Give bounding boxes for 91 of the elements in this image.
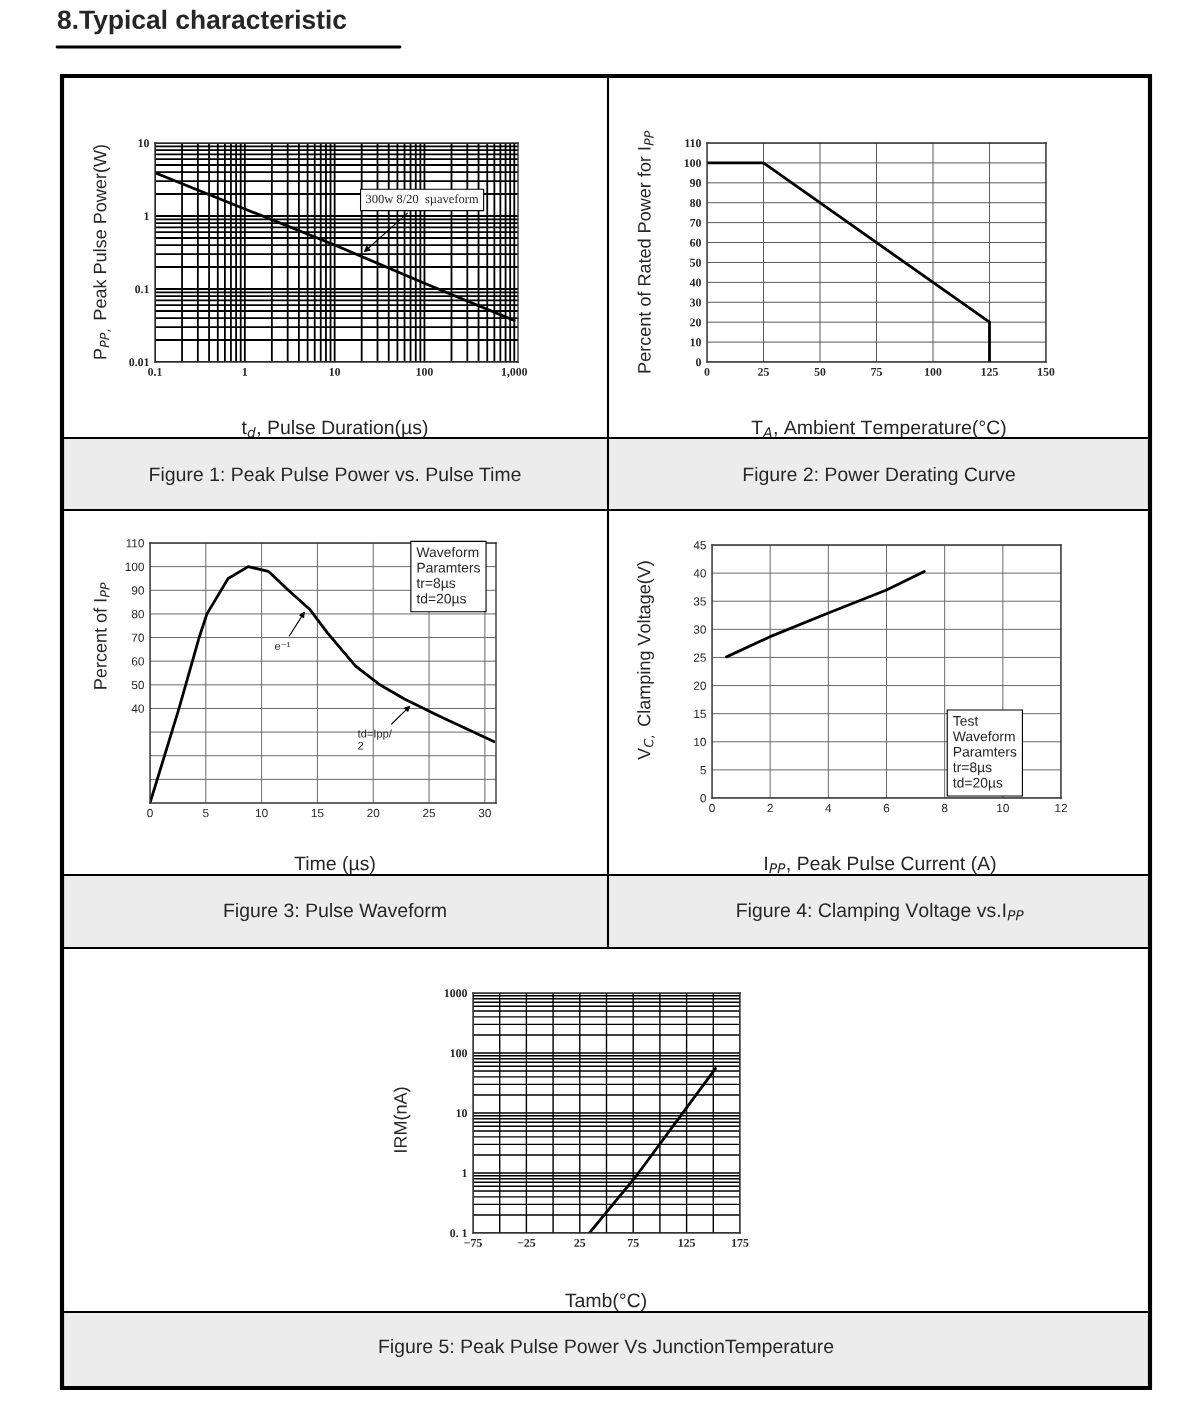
- text: Figure 5: Peak Pulse Power Vs JunctionTemperature: [379, 1338, 834, 1358]
- y-axis-title: IRM(nA): [393, 1087, 411, 1152]
- x-tick-label: 150: [1038, 367, 1055, 376]
- x-tick-label: 25: [758, 367, 769, 376]
- x-tick-label: 8: [941, 803, 948, 813]
- x-tick-label: 100: [925, 367, 942, 376]
- y-tick-label: 50: [131, 680, 144, 690]
- y-tick-label: 45: [693, 541, 706, 550]
- y-tick-label: 100: [450, 1049, 467, 1058]
- y-axis-title: Percent of I$_{PP}$: [93, 582, 110, 689]
- x-tick-label: 6: [883, 803, 890, 813]
- annotation: td=Ipp/ 2: [357, 729, 392, 750]
- y-tick-label: 10: [694, 737, 706, 747]
- x-tick-label: 1: [242, 367, 248, 376]
- y-tick-label: 0: [700, 794, 706, 803]
- y-tick-label: 0.1: [135, 285, 149, 294]
- text: 8.Typical characteristic: [57, 9, 347, 35]
- text: Figure 4: Clamping Voltage vs.I$_{PP}$: [737, 902, 1024, 921]
- text: Figure 1: Peak Pulse Power vs. Pulse Time: [150, 466, 521, 486]
- y-tick-label: 10: [690, 338, 701, 347]
- y-tick-label: 0. 1: [450, 1229, 467, 1238]
- x-tick-label: 2: [767, 803, 773, 813]
- line-series: [725, 570, 926, 659]
- x-tick-label: 175: [732, 1238, 749, 1247]
- x-tick-label: 25: [423, 808, 436, 818]
- y-tick-label: 80: [131, 609, 144, 619]
- x-tick-label: 75: [871, 368, 882, 376]
- y-tick-label: 1000: [444, 989, 467, 998]
- x-axis-title: I$_{PP}$, Peak Pulse Current (A): [765, 856, 996, 875]
- y-tick-label: 60: [131, 657, 144, 666]
- y-tick-label: 20: [693, 681, 706, 690]
- y-tick-label: 35: [693, 597, 706, 606]
- text: Figure 2: Power Derating Curve: [743, 466, 1015, 486]
- y-axis-title: Percent of Rated Power for I$_{PP}$: [637, 130, 654, 373]
- y-tick-label: 5: [700, 766, 706, 775]
- x-tick-label: 20: [367, 808, 380, 818]
- x-tick-label: 0: [709, 803, 715, 813]
- y-axis-title: P$_{PP,}$ Peak Pulse Power(W): [93, 145, 111, 359]
- annotation: e⁻¹: [275, 642, 291, 650]
- x-tick-label: 25: [574, 1238, 586, 1247]
- x-tick-label: 125: [981, 367, 998, 376]
- y-tick-label: 10: [456, 1109, 467, 1118]
- x-tick-label: 15: [311, 808, 324, 818]
- y-tick-label: 90: [689, 179, 701, 188]
- x-tick-label: 10: [329, 367, 341, 376]
- y-tick-label: 40: [693, 569, 706, 578]
- y-tick-label: 80: [690, 198, 701, 207]
- y-tick-label: 70: [690, 218, 701, 227]
- y-tick-label: 1: [144, 212, 149, 221]
- x-tick-label: 1,000: [501, 367, 528, 378]
- y-tick-label: 0.01: [129, 358, 149, 367]
- annotation: Waveform Paramters tr=8µs td=20µs: [416, 546, 480, 607]
- text: Figure 3: Pulse Waveform: [224, 902, 446, 922]
- y-tick-label: 15: [694, 709, 706, 719]
- y-tick-label: 30: [693, 625, 706, 634]
- y-tick-label: 70: [131, 633, 144, 642]
- x-tick-label: 75: [627, 1239, 639, 1247]
- y-tick-label: 25: [693, 653, 706, 662]
- annotation: Test Waveform Paramters tr=8µs td=20µs: [952, 716, 1017, 791]
- y-tick-label: 1: [462, 1169, 467, 1178]
- y-tick-label: 10: [138, 139, 149, 148]
- annotation: 300w 8/20 sµaveform: [366, 194, 479, 206]
- x-tick-label: 50: [814, 367, 826, 376]
- x-axis-title: t$_{d}$, Pulse Duration(µs): [241, 420, 428, 439]
- x-tick-label: 10: [255, 808, 268, 818]
- x-tick-label: −75: [464, 1239, 482, 1247]
- x-tick-label: 12: [1055, 803, 1067, 813]
- x-tick-label: −25: [517, 1238, 536, 1247]
- x-tick-label: 10: [997, 803, 1009, 813]
- y-tick-label: 20: [690, 318, 701, 327]
- x-tick-label: 4: [825, 803, 832, 813]
- x-tick-label: 0.1: [148, 367, 162, 376]
- x-tick-label: 100: [416, 367, 433, 376]
- x-tick-label: 5: [203, 808, 209, 818]
- y-tick-label: 0: [695, 358, 701, 367]
- y-tick-label: 100: [125, 562, 144, 572]
- y-tick-label: 30: [690, 298, 701, 307]
- y-tick-label: 110: [685, 139, 701, 148]
- y-tick-label: 60: [690, 238, 701, 247]
- y-tick-label: 40: [689, 278, 701, 287]
- y-tick-label: 110: [126, 539, 144, 548]
- x-axis-title: T$_{A}$, Ambient Temperature(°C): [751, 420, 1006, 439]
- x-tick-label: 125: [678, 1238, 696, 1247]
- y-tick-label: 90: [131, 586, 144, 595]
- x-tick-label: 30: [478, 808, 491, 818]
- y-tick-label: 40: [131, 704, 144, 713]
- y-tick-label: 50: [690, 258, 701, 267]
- y-axis-title: V$_{C,}$ Clamping Voltage(V): [637, 561, 655, 760]
- x-axis-title: Time (µs): [294, 856, 375, 875]
- y-tick-label: 100: [684, 159, 701, 168]
- x-axis-title: Tamb(°C): [565, 1293, 646, 1312]
